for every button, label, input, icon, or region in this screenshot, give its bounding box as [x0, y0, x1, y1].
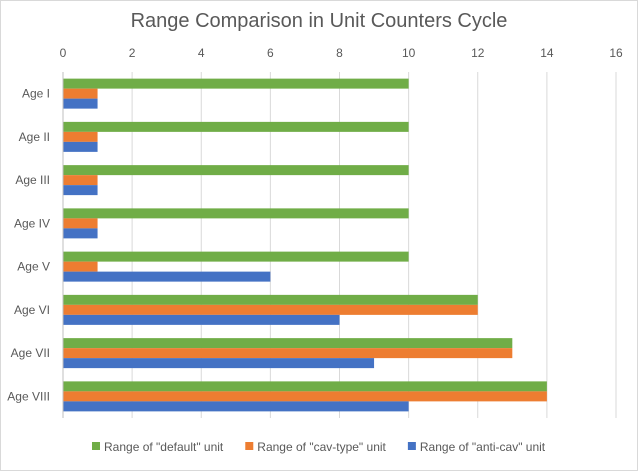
bar: [63, 175, 98, 186]
y-axis-categories: Age I Age II Age III Age IV Age V Age VI Age V…: [7, 87, 50, 404]
bar: [63, 131, 98, 142]
bar: [63, 261, 98, 272]
category-label: Age IV: [14, 216, 50, 230]
chart-title: Range Comparison in Unit Counters Cycle: [130, 10, 508, 32]
bar: [63, 294, 478, 305]
x-tick-label: 14: [540, 46, 554, 60]
bar: [63, 78, 409, 89]
bar: [63, 185, 98, 196]
legend-label: Range of "anti-cav" unit: [420, 440, 546, 454]
bar: [63, 228, 98, 239]
bar: [63, 98, 98, 109]
legend-label: Range of "default" unit: [104, 440, 224, 454]
bar: [63, 304, 478, 315]
bar: [63, 141, 98, 152]
legend-swatch: [245, 442, 254, 450]
legend-swatch: [407, 442, 416, 450]
bar: [63, 165, 409, 176]
category-label: Age III: [15, 173, 50, 187]
legend: Range of "default" unit Range of "cav-typ…: [92, 440, 546, 454]
x-tick-label: 16: [609, 46, 623, 60]
category-label: Age V: [17, 260, 50, 274]
bar: [63, 271, 271, 282]
x-tick-label: 12: [471, 46, 485, 60]
x-tick-label: 8: [336, 46, 343, 60]
bar: [63, 401, 409, 412]
bar: [63, 88, 98, 99]
legend-swatch: [92, 442, 100, 450]
bar: [63, 381, 547, 392]
category-label: Age II: [19, 130, 50, 144]
x-tick-label: 0: [60, 46, 67, 60]
bar: [63, 358, 375, 369]
x-tick-label: 6: [267, 46, 274, 60]
category-label: Age VII: [11, 346, 50, 360]
x-tick-label: 4: [198, 46, 205, 60]
bar: [63, 208, 409, 219]
category-label: Age VIII: [7, 389, 50, 403]
legend-label: Range of "cav-type" unit: [257, 440, 386, 454]
bars: [63, 78, 547, 412]
bar: [63, 121, 409, 132]
bar: [63, 251, 409, 262]
category-label: Age I: [22, 87, 50, 101]
bar: [63, 348, 513, 359]
x-axis-ticks: 0 2 4 6 8 10 12 14 16: [60, 46, 623, 60]
bar: [63, 218, 98, 229]
bar: [63, 314, 340, 325]
category-label: Age VI: [14, 303, 50, 317]
bar: [63, 338, 513, 349]
x-tick-label: 10: [402, 46, 416, 60]
bar: [63, 391, 547, 402]
x-tick-label: 2: [129, 46, 136, 60]
